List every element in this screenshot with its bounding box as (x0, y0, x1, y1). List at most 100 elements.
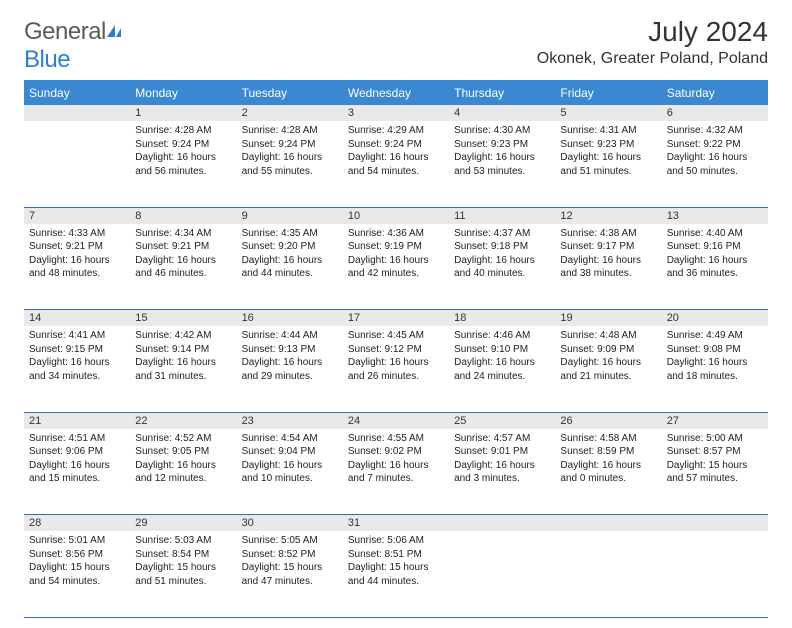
day-content-cell: Sunrise: 4:33 AMSunset: 9:21 PMDaylight:… (24, 224, 130, 310)
logo-text: GeneralBlue (24, 18, 123, 74)
day-content-row: Sunrise: 4:33 AMSunset: 9:21 PMDaylight:… (24, 224, 768, 310)
day-content-cell: Sunrise: 4:46 AMSunset: 9:10 PMDaylight:… (449, 326, 555, 412)
sunrise-line: Sunrise: 5:00 AM (667, 432, 763, 446)
sunset-line: Sunset: 9:09 PM (560, 343, 656, 357)
sunset-line: Sunset: 9:13 PM (242, 343, 338, 357)
day-content-row: Sunrise: 4:28 AMSunset: 9:24 PMDaylight:… (24, 121, 768, 207)
day-content-cell (555, 531, 661, 617)
day-number-cell (662, 515, 768, 532)
daylight-line: Daylight: 16 hours and 34 minutes. (29, 356, 125, 383)
sunrise-line: Sunrise: 4:31 AM (560, 124, 656, 138)
day-number-cell: 9 (237, 207, 343, 224)
day-number-cell: 19 (555, 310, 661, 327)
sunrise-line: Sunrise: 4:35 AM (242, 227, 338, 241)
daylight-line: Daylight: 16 hours and 18 minutes. (667, 356, 763, 383)
sunset-line: Sunset: 9:01 PM (454, 445, 550, 459)
sunrise-line: Sunrise: 4:32 AM (667, 124, 763, 138)
sunset-line: Sunset: 9:21 PM (29, 240, 125, 254)
day-number-cell: 12 (555, 207, 661, 224)
day-details: Sunrise: 4:55 AMSunset: 9:02 PMDaylight:… (343, 429, 449, 490)
daylight-line: Daylight: 15 hours and 54 minutes. (29, 561, 125, 588)
day-number-cell: 30 (237, 515, 343, 532)
sunset-line: Sunset: 9:06 PM (29, 445, 125, 459)
daylight-line: Daylight: 16 hours and 44 minutes. (242, 254, 338, 281)
day-number-cell: 18 (449, 310, 555, 327)
weekday-header: Sunday (24, 80, 130, 105)
day-number-cell: 8 (130, 207, 236, 224)
daylight-line: Daylight: 16 hours and 26 minutes. (348, 356, 444, 383)
day-details: Sunrise: 4:49 AMSunset: 9:08 PMDaylight:… (662, 326, 768, 387)
day-content-cell: Sunrise: 4:37 AMSunset: 9:18 PMDaylight:… (449, 224, 555, 310)
sunset-line: Sunset: 9:17 PM (560, 240, 656, 254)
weekday-header-row: Sunday Monday Tuesday Wednesday Thursday… (24, 80, 768, 105)
daylight-line: Daylight: 16 hours and 29 minutes. (242, 356, 338, 383)
day-content-cell: Sunrise: 4:31 AMSunset: 9:23 PMDaylight:… (555, 121, 661, 207)
daylight-line: Daylight: 16 hours and 54 minutes. (348, 151, 444, 178)
sunset-line: Sunset: 8:59 PM (560, 445, 656, 459)
day-content-cell: Sunrise: 4:28 AMSunset: 9:24 PMDaylight:… (130, 121, 236, 207)
day-details: Sunrise: 4:45 AMSunset: 9:12 PMDaylight:… (343, 326, 449, 387)
sunrise-line: Sunrise: 4:42 AM (135, 329, 231, 343)
day-number-cell: 27 (662, 412, 768, 429)
day-details: Sunrise: 5:05 AMSunset: 8:52 PMDaylight:… (237, 531, 343, 592)
daylight-line: Daylight: 16 hours and 36 minutes. (667, 254, 763, 281)
day-details: Sunrise: 4:29 AMSunset: 9:24 PMDaylight:… (343, 121, 449, 182)
sunset-line: Sunset: 8:51 PM (348, 548, 444, 562)
sunset-line: Sunset: 9:24 PM (135, 138, 231, 152)
day-details: Sunrise: 4:32 AMSunset: 9:22 PMDaylight:… (662, 121, 768, 182)
day-number-cell: 13 (662, 207, 768, 224)
day-details: Sunrise: 4:48 AMSunset: 9:09 PMDaylight:… (555, 326, 661, 387)
daylight-line: Daylight: 16 hours and 53 minutes. (454, 151, 550, 178)
sunrise-line: Sunrise: 4:52 AM (135, 432, 231, 446)
day-details: Sunrise: 4:34 AMSunset: 9:21 PMDaylight:… (130, 224, 236, 285)
logo-part-2: Blue (24, 46, 70, 73)
day-content-cell: Sunrise: 4:49 AMSunset: 9:08 PMDaylight:… (662, 326, 768, 412)
calendar-table: Sunday Monday Tuesday Wednesday Thursday… (24, 80, 768, 618)
day-details: Sunrise: 5:06 AMSunset: 8:51 PMDaylight:… (343, 531, 449, 592)
day-content-cell (662, 531, 768, 617)
sunrise-line: Sunrise: 4:45 AM (348, 329, 444, 343)
day-number-row: 14151617181920 (24, 310, 768, 327)
sunset-line: Sunset: 9:20 PM (242, 240, 338, 254)
day-number-cell: 2 (237, 105, 343, 121)
day-number-cell: 16 (237, 310, 343, 327)
weekday-header: Wednesday (343, 80, 449, 105)
weekday-header: Thursday (449, 80, 555, 105)
day-content-cell: Sunrise: 4:42 AMSunset: 9:14 PMDaylight:… (130, 326, 236, 412)
day-content-cell: Sunrise: 5:03 AMSunset: 8:54 PMDaylight:… (130, 531, 236, 617)
day-details: Sunrise: 4:36 AMSunset: 9:19 PMDaylight:… (343, 224, 449, 285)
day-number-cell: 11 (449, 207, 555, 224)
sunset-line: Sunset: 8:52 PM (242, 548, 338, 562)
day-number-cell: 15 (130, 310, 236, 327)
daylight-line: Daylight: 15 hours and 57 minutes. (667, 459, 763, 486)
sunset-line: Sunset: 9:04 PM (242, 445, 338, 459)
sunrise-line: Sunrise: 4:44 AM (242, 329, 338, 343)
day-number-cell: 24 (343, 412, 449, 429)
weekday-header: Saturday (662, 80, 768, 105)
sunrise-line: Sunrise: 4:38 AM (560, 227, 656, 241)
daylight-line: Daylight: 15 hours and 51 minutes. (135, 561, 231, 588)
day-content-cell: Sunrise: 4:29 AMSunset: 9:24 PMDaylight:… (343, 121, 449, 207)
daylight-line: Daylight: 15 hours and 47 minutes. (242, 561, 338, 588)
sunrise-line: Sunrise: 4:41 AM (29, 329, 125, 343)
day-content-cell: Sunrise: 4:57 AMSunset: 9:01 PMDaylight:… (449, 429, 555, 515)
day-number-cell: 23 (237, 412, 343, 429)
sunrise-line: Sunrise: 4:58 AM (560, 432, 656, 446)
daylight-line: Daylight: 16 hours and 7 minutes. (348, 459, 444, 486)
day-number-cell: 14 (24, 310, 130, 327)
day-content-cell: Sunrise: 4:32 AMSunset: 9:22 PMDaylight:… (662, 121, 768, 207)
page-title: July 2024 (537, 18, 768, 46)
day-details: Sunrise: 4:58 AMSunset: 8:59 PMDaylight:… (555, 429, 661, 490)
day-content-cell (24, 121, 130, 207)
sunset-line: Sunset: 9:22 PM (667, 138, 763, 152)
location: Okonek, Greater Poland, Poland (537, 50, 768, 68)
day-details: Sunrise: 4:54 AMSunset: 9:04 PMDaylight:… (237, 429, 343, 490)
day-number-row: 21222324252627 (24, 412, 768, 429)
sunset-line: Sunset: 8:56 PM (29, 548, 125, 562)
day-details: Sunrise: 5:00 AMSunset: 8:57 PMDaylight:… (662, 429, 768, 490)
day-content-row: Sunrise: 4:51 AMSunset: 9:06 PMDaylight:… (24, 429, 768, 515)
sunset-line: Sunset: 9:14 PM (135, 343, 231, 357)
day-content-cell: Sunrise: 4:40 AMSunset: 9:16 PMDaylight:… (662, 224, 768, 310)
daylight-line: Daylight: 16 hours and 3 minutes. (454, 459, 550, 486)
day-number-cell: 21 (24, 412, 130, 429)
